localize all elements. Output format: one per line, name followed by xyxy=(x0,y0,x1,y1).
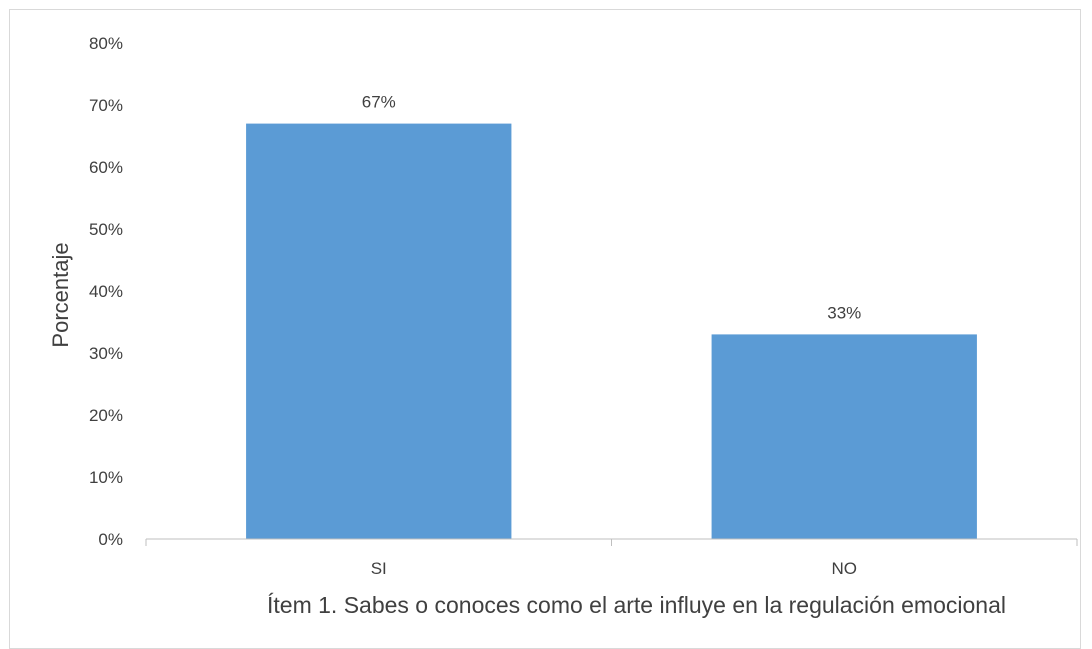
data-label: 33% xyxy=(827,303,861,322)
bars xyxy=(246,123,977,539)
y-tick-label: 0% xyxy=(98,530,123,549)
y-axis-ticks: 0% 10% 20% 30% 40% 50% 60% 70% 80% xyxy=(89,34,123,549)
x-axis-title: Ítem 1. Sabes o conoces como el arte inf… xyxy=(267,592,1006,618)
x-category-label: SI xyxy=(371,559,387,578)
bar-no xyxy=(711,334,977,539)
x-axis: SI NO xyxy=(145,538,1078,578)
y-tick-label: 40% xyxy=(89,282,123,301)
y-tick-label: 50% xyxy=(89,220,123,239)
y-tick-label: 10% xyxy=(89,468,123,487)
chart-frame xyxy=(9,9,1081,649)
y-axis-title: Porcentaje xyxy=(48,242,73,347)
y-tick-label: 60% xyxy=(89,158,123,177)
y-tick-label: 30% xyxy=(89,344,123,363)
bar-si xyxy=(246,123,512,539)
y-tick-label: 80% xyxy=(89,34,123,53)
data-label: 67% xyxy=(362,93,396,112)
x-category-label: NO xyxy=(832,559,858,578)
y-tick-label: 20% xyxy=(89,406,123,425)
y-tick-label: 70% xyxy=(89,96,123,115)
data-labels: 67% 33% xyxy=(362,93,862,323)
